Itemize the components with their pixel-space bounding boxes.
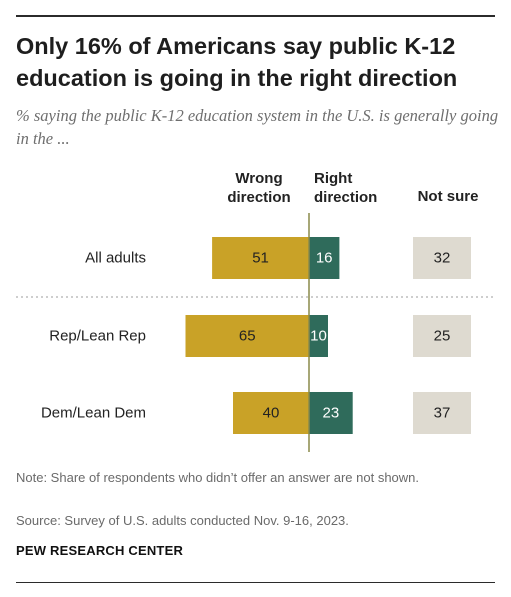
bottom-rule xyxy=(16,582,495,583)
chart-source: Source: Survey of U.S. adults conducted … xyxy=(16,513,349,528)
bar-wrong-direction xyxy=(233,392,309,434)
bar-right-direction xyxy=(309,237,340,279)
chart-subtitle: % saying the public K-12 education syste… xyxy=(16,106,499,148)
bar-wrong-direction xyxy=(212,237,309,279)
bar-not-sure xyxy=(413,315,471,357)
top-rule xyxy=(16,15,495,17)
label-not-sure: 25 xyxy=(434,328,451,345)
category-label: Rep/Lean Rep xyxy=(49,328,146,345)
bar-wrong-direction xyxy=(185,315,309,357)
label-right-direction: 10 xyxy=(310,328,327,345)
chart-plot-area: All adults 51 16 32 Rep/Lean Rep 65 10 25 Dem/Le… xyxy=(16,213,495,452)
label-wrong-direction: 65 xyxy=(239,328,256,345)
category-label: All adults xyxy=(85,250,146,267)
bar-right-direction xyxy=(309,392,353,434)
chart-note: Note: Share of respondents who didn’t of… xyxy=(16,470,420,485)
bar-right-direction xyxy=(309,315,328,357)
column-header-wrong-direction: Wrong direction xyxy=(227,170,291,206)
label-right-direction: 16 xyxy=(316,250,333,267)
label-right-direction: 23 xyxy=(323,405,340,422)
column-header-not-sure: Not sure xyxy=(417,188,479,205)
label-wrong-direction: 51 xyxy=(252,250,269,267)
label-wrong-direction: 40 xyxy=(263,405,280,422)
brand-label: PEW RESEARCH CENTER xyxy=(16,543,184,558)
category-label: Dem/Lean Dem xyxy=(41,405,146,422)
column-header-right-direction: Right direction xyxy=(314,170,378,206)
chart-title: Only 16% of Americans say public K-12 ed… xyxy=(16,33,458,91)
label-not-sure: 32 xyxy=(434,250,451,267)
label-not-sure: 37 xyxy=(434,405,451,422)
bar-not-sure xyxy=(413,237,471,279)
bar-not-sure xyxy=(413,392,471,434)
